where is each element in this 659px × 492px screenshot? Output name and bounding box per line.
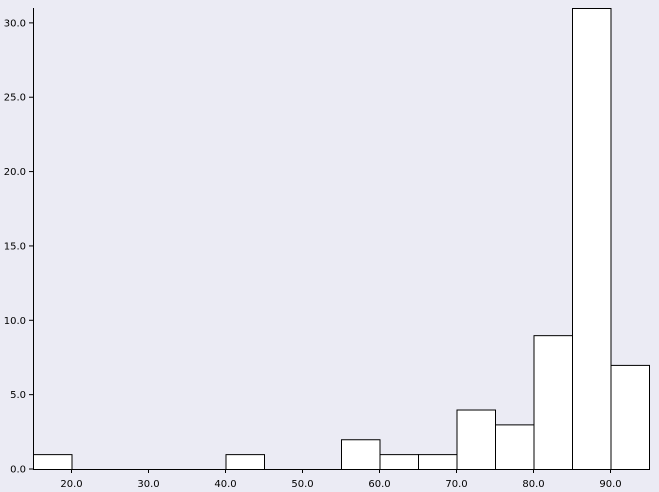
- x-tick-label: 30.0: [137, 479, 159, 490]
- x-axis-ticks: 20.0 30.0 40.0 50.0 60.0 70.0 80.0 90.0: [60, 469, 622, 490]
- histogram-bar-55-60: [341, 439, 381, 470]
- histogram-bar-15-20: [33, 454, 73, 470]
- histogram-bar-80-85: [533, 335, 573, 470]
- x-tick-label: 60.0: [368, 479, 390, 490]
- y-tick-label: 15.0: [4, 241, 26, 252]
- x-tick-label: 40.0: [214, 479, 236, 490]
- y-tick-label: 20.0: [4, 167, 26, 178]
- y-tick-label: 25.0: [4, 93, 26, 104]
- histogram-bar-85-90: [572, 8, 612, 470]
- histogram-bar-70-75: [456, 409, 496, 471]
- histogram-bar-60-65: [379, 454, 419, 470]
- y-tick-label: 5.0: [10, 390, 26, 401]
- histogram-bar-40-45: [225, 454, 265, 470]
- y-tick-label: 0.0: [10, 465, 26, 476]
- histogram-bar-75-80: [495, 424, 535, 470]
- histogram-bar-90-95: [610, 364, 650, 470]
- x-tick-label: 80.0: [522, 479, 544, 490]
- y-axis-ticks: 0.0 5.0 10.0 15.0 20.0 25.0 30.0: [4, 18, 33, 476]
- x-tick-label: 90.0: [599, 479, 621, 490]
- x-tick-label: 20.0: [60, 479, 82, 490]
- x-tick-label: 70.0: [445, 479, 467, 490]
- y-tick-label: 10.0: [4, 316, 26, 327]
- histogram-bar-65-70: [418, 454, 458, 470]
- y-tick-label: 30.0: [4, 18, 26, 29]
- bars-group: [33, 8, 650, 471]
- x-tick-label: 50.0: [291, 479, 313, 490]
